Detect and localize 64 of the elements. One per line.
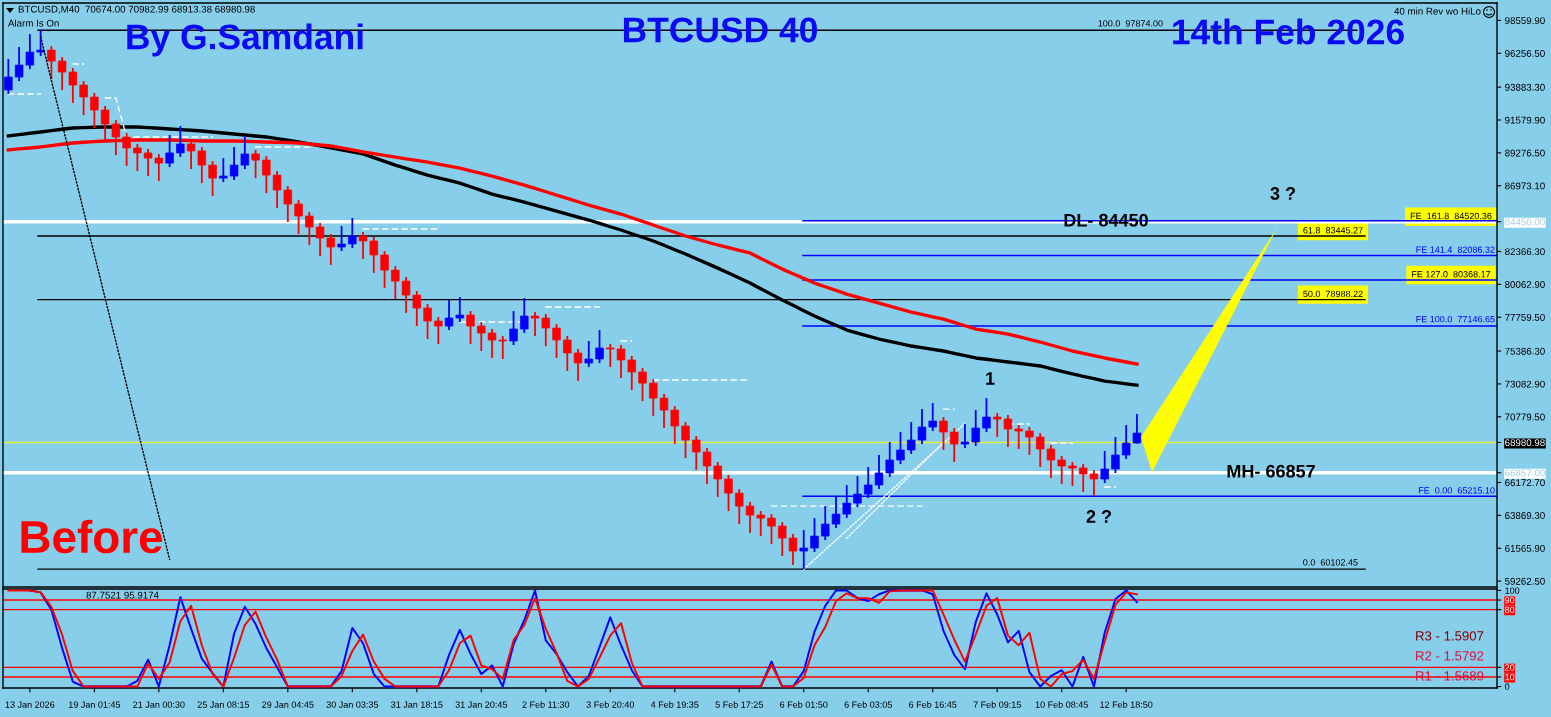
x-tick-label: 13 Jan 2026 [5, 701, 55, 708]
y-tick-label: 100 [1505, 587, 1520, 594]
y-tick-label: 66857.00 [1505, 469, 1545, 477]
y-tick-label: 98559.90 [1505, 17, 1545, 25]
x-tick-label: 21 Jan 00:30 [133, 701, 185, 708]
y-tick-label: 90 [1505, 597, 1515, 604]
annotation: Before [21, 519, 163, 554]
annotation: 40 min Rev wo HiLo [1394, 7, 1481, 15]
annotation: 1 [986, 372, 995, 385]
ref-line-label: FE 100.0 77146.65 [1416, 315, 1495, 323]
ref-line-label: FE 127.0 80368.17 [1412, 271, 1491, 278]
ref-line-label: FE 0.00 65215.10 [1418, 487, 1495, 494]
x-tick-label: 31 Jan 18:15 [391, 701, 443, 708]
annotation: 87.7521 95.9174 [86, 591, 159, 599]
y-tick-label: 80062.90 [1505, 281, 1545, 288]
x-tick-label: 6 Feb 03:05 [844, 701, 892, 708]
annotation: By G.Samdani [127, 23, 363, 57]
x-tick-label: 25 Jan 08:15 [197, 701, 250, 708]
x-tick-label: 19 Jan 01:45 [68, 701, 121, 708]
annotation: R2 - 1.5792 [1416, 651, 1484, 661]
y-tick-label: 84450.00 [1505, 218, 1545, 226]
ref-line-label: 61.8 83445.27 [1303, 227, 1363, 234]
y-tick-label: 82366.30 [1505, 248, 1545, 256]
annotation: Alarm Is On [8, 19, 59, 27]
y-tick-label: 68980.98 [1505, 439, 1545, 447]
x-tick-label: 10 Feb 08:45 [1035, 701, 1088, 708]
annotation: BTCUSD,M40 70674.00 70982.99 68913.38 68980.98 [18, 5, 255, 14]
ref-line-label: 50.0 78988.22 [1303, 290, 1363, 298]
ref-line-label: FE 161.8 84520.36 [1410, 212, 1492, 220]
x-tick-label: 4 Feb 19:35 [650, 701, 699, 708]
y-tick-label: 20 [1505, 664, 1515, 671]
annotation: 3 ? [1270, 187, 1296, 200]
x-tick-label: 6 Feb 16:45 [909, 701, 957, 708]
x-tick-label: 31 Jan 20:45 [455, 701, 508, 708]
x-tick-label: 12 Feb 18:50 [1100, 701, 1153, 708]
y-tick-label: 93883.30 [1505, 83, 1545, 91]
y-tick-label: 70779.50 [1505, 413, 1545, 421]
x-tick-label: 6 Feb 01:50 [780, 701, 828, 708]
ref-line-label: 100.0 97874.00 [1098, 20, 1163, 27]
x-tick-label: 5 Feb 17:25 [715, 701, 763, 708]
x-tick-label: 7 Feb 09:15 [973, 701, 1021, 708]
x-tick-label: 3 Feb 20:40 [586, 701, 635, 708]
x-tick-label: 2 Feb 11:30 [522, 701, 570, 708]
y-tick-label: 80 [1505, 606, 1515, 614]
x-tick-label: 30 Jan 03:35 [326, 701, 379, 708]
y-tick-label: 0 [1504, 683, 1510, 690]
y-tick-label: 59262.50 [1505, 577, 1545, 585]
y-tick-label: 77759.50 [1505, 313, 1545, 321]
y-tick-label: 10 [1505, 673, 1515, 681]
annotation: 2 ? [1086, 510, 1112, 523]
y-tick-label: 66172.70 [1505, 479, 1545, 487]
y-tick-label: 63869.30 [1505, 512, 1545, 519]
y-tick-label: 96256.50 [1505, 50, 1545, 57]
ref-line-label: FE 141.4 82086.32 [1416, 246, 1495, 253]
y-tick-label: 86973.10 [1505, 182, 1545, 190]
ref-line-label: 0.0 60102.45 [1303, 559, 1358, 566]
annotation: R3 - 1.5907 [1416, 631, 1484, 641]
y-tick-label: 61565.90 [1505, 544, 1545, 552]
y-tick-label: 75386.30 [1505, 347, 1545, 355]
x-tick-label: 29 Jan 04:45 [262, 701, 314, 708]
y-tick-label: 91579.90 [1505, 116, 1545, 124]
y-tick-label: 73082.90 [1505, 380, 1545, 388]
ref-line-label: MH- 66857 [1227, 464, 1315, 478]
y-tick-label: 89276.50 [1505, 149, 1545, 157]
